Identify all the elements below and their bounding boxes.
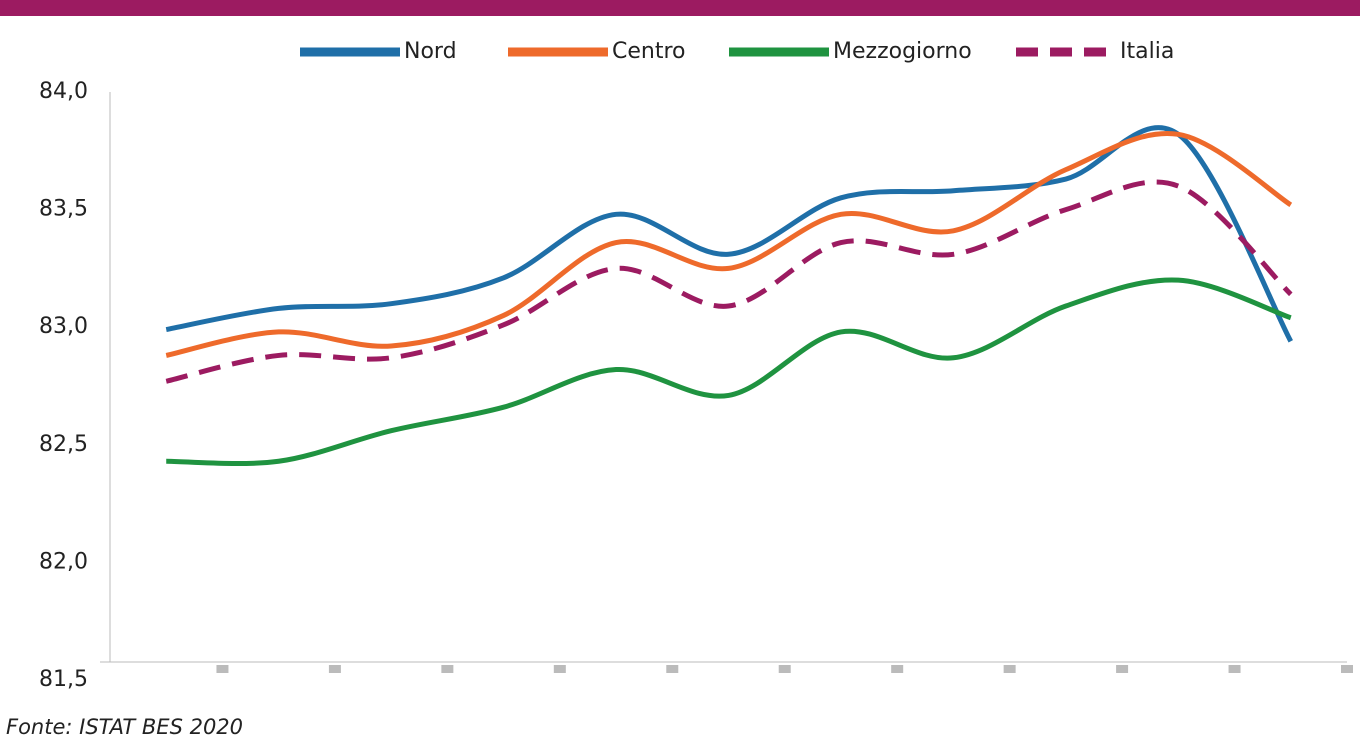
legend-label: Italia bbox=[1120, 39, 1174, 64]
series-line bbox=[165, 179, 1293, 384]
top-band bbox=[0, 0, 1360, 16]
legend-label: Mezzogiorno bbox=[833, 39, 972, 64]
x-tick-mark bbox=[1116, 665, 1129, 673]
x-tick-mark bbox=[441, 665, 454, 673]
x-tick-mark bbox=[553, 665, 566, 673]
x-tick-mark bbox=[891, 665, 904, 673]
series-line bbox=[165, 125, 1293, 343]
y-tick-label: 82,0 bbox=[39, 549, 88, 574]
y-tick-label: 83,0 bbox=[39, 314, 88, 339]
source-note: Fonte: ISTAT BES 2020 bbox=[6, 715, 243, 739]
legend-label: Nord bbox=[404, 39, 457, 64]
series-line bbox=[165, 130, 1293, 358]
y-tick-label: 81,5 bbox=[39, 667, 88, 692]
y-tick-label: 82,5 bbox=[39, 432, 88, 457]
legend-label: Centro bbox=[612, 39, 686, 64]
x-tick-mark bbox=[216, 665, 229, 673]
x-tick-mark bbox=[1341, 665, 1353, 673]
x-tick-mark bbox=[1003, 665, 1016, 673]
y-tick-label: 83,5 bbox=[39, 197, 88, 222]
x-tick-mark bbox=[778, 665, 791, 673]
x-tick-mark bbox=[328, 665, 341, 673]
x-tick-mark bbox=[1228, 665, 1241, 673]
x-tick-mark bbox=[666, 665, 679, 673]
y-tick-label: 84,0 bbox=[39, 79, 88, 104]
series-line bbox=[166, 277, 1292, 467]
